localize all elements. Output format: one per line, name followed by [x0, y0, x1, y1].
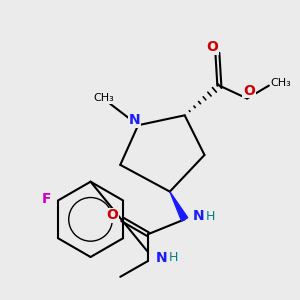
- Text: CH₃: CH₃: [93, 94, 114, 103]
- Text: H: H: [169, 251, 178, 265]
- Text: CH₃: CH₃: [270, 78, 291, 88]
- Polygon shape: [170, 192, 188, 221]
- Text: N: N: [128, 113, 140, 127]
- Text: O: O: [206, 40, 218, 54]
- Text: N: N: [193, 209, 204, 224]
- Text: O: O: [106, 208, 118, 222]
- Text: O: O: [243, 84, 255, 98]
- Text: N: N: [156, 251, 168, 265]
- Text: H: H: [206, 210, 215, 223]
- Text: F: F: [41, 191, 51, 206]
